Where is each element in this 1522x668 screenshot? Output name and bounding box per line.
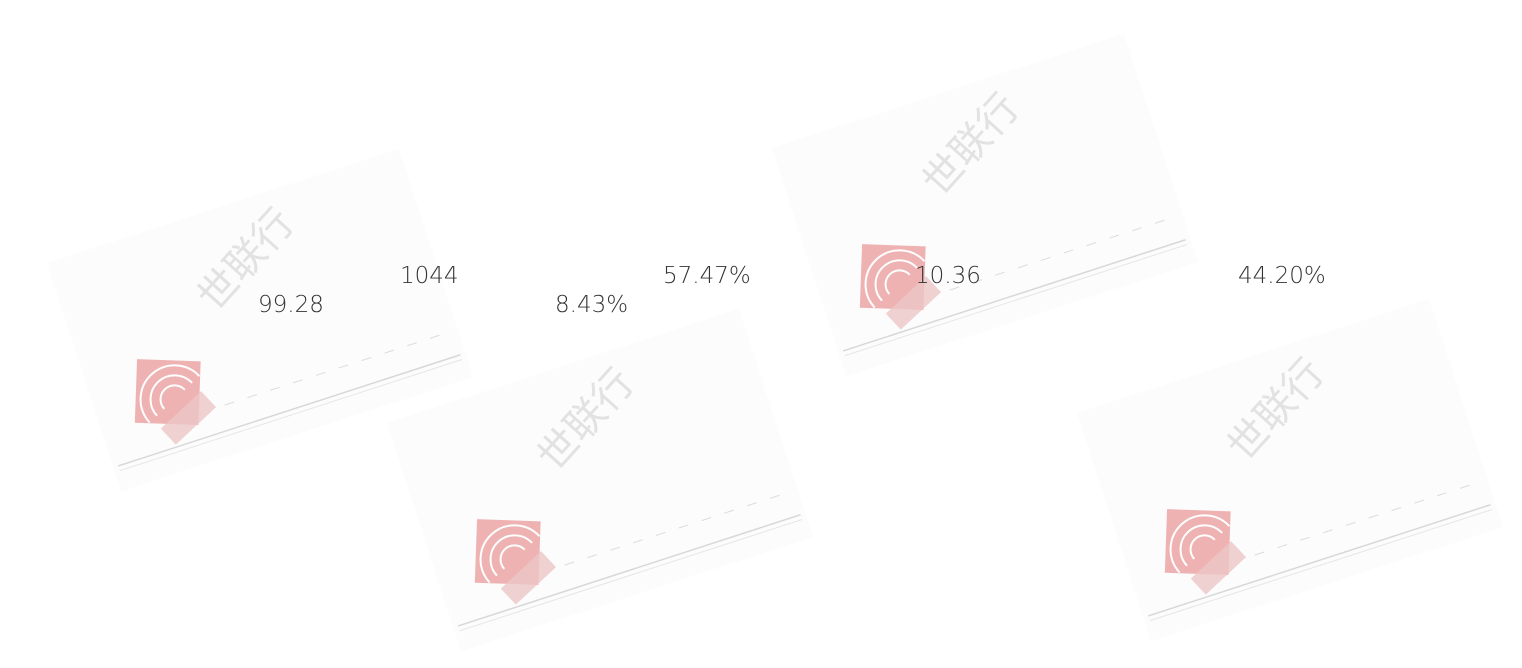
watermark-logo bbox=[859, 244, 942, 330]
logo-base bbox=[160, 391, 217, 445]
logo-base bbox=[885, 276, 942, 330]
watermark: 世联行 bbox=[386, 308, 814, 652]
watermark-line bbox=[117, 354, 461, 467]
logo-arc bbox=[864, 249, 926, 309]
watermark-tile bbox=[1076, 298, 1504, 642]
logo-arc bbox=[1179, 524, 1223, 567]
metric-value: 10.36 bbox=[915, 263, 981, 289]
logo-arc bbox=[139, 364, 201, 424]
metric-value: 44.20% bbox=[1238, 263, 1326, 289]
logo-arc bbox=[159, 384, 186, 410]
watermark: 世联行 bbox=[1076, 298, 1504, 642]
watermark: 世联行 bbox=[46, 148, 474, 492]
watermark-line bbox=[842, 239, 1186, 352]
watermark-line bbox=[459, 519, 803, 632]
logo-arc bbox=[874, 259, 918, 302]
logo-arc bbox=[884, 269, 911, 295]
metric-value: 57.47% bbox=[663, 263, 751, 289]
watermark-logo bbox=[134, 359, 217, 445]
watermark-line bbox=[1149, 509, 1493, 622]
logo-arc bbox=[1189, 534, 1216, 560]
logo-arc bbox=[1169, 514, 1231, 574]
logo-arc bbox=[149, 374, 193, 417]
watermark-tile bbox=[771, 33, 1199, 377]
logo-arc bbox=[499, 544, 526, 570]
watermark-line bbox=[844, 244, 1188, 357]
watermark-line bbox=[1147, 504, 1491, 617]
logo-arc bbox=[489, 534, 533, 577]
logo-base bbox=[1190, 541, 1247, 595]
watermark-logo bbox=[1164, 509, 1247, 595]
logo-base bbox=[500, 551, 557, 605]
watermark-line bbox=[457, 514, 801, 627]
watermark: 世联行 bbox=[771, 33, 1199, 377]
watermark-line bbox=[119, 359, 463, 472]
logo-arc bbox=[479, 524, 541, 584]
metric-value: 8.43% bbox=[555, 292, 628, 318]
metric-value: 1044 bbox=[400, 263, 459, 289]
watermark-logo bbox=[474, 519, 557, 605]
metric-value: 99.28 bbox=[258, 292, 324, 318]
